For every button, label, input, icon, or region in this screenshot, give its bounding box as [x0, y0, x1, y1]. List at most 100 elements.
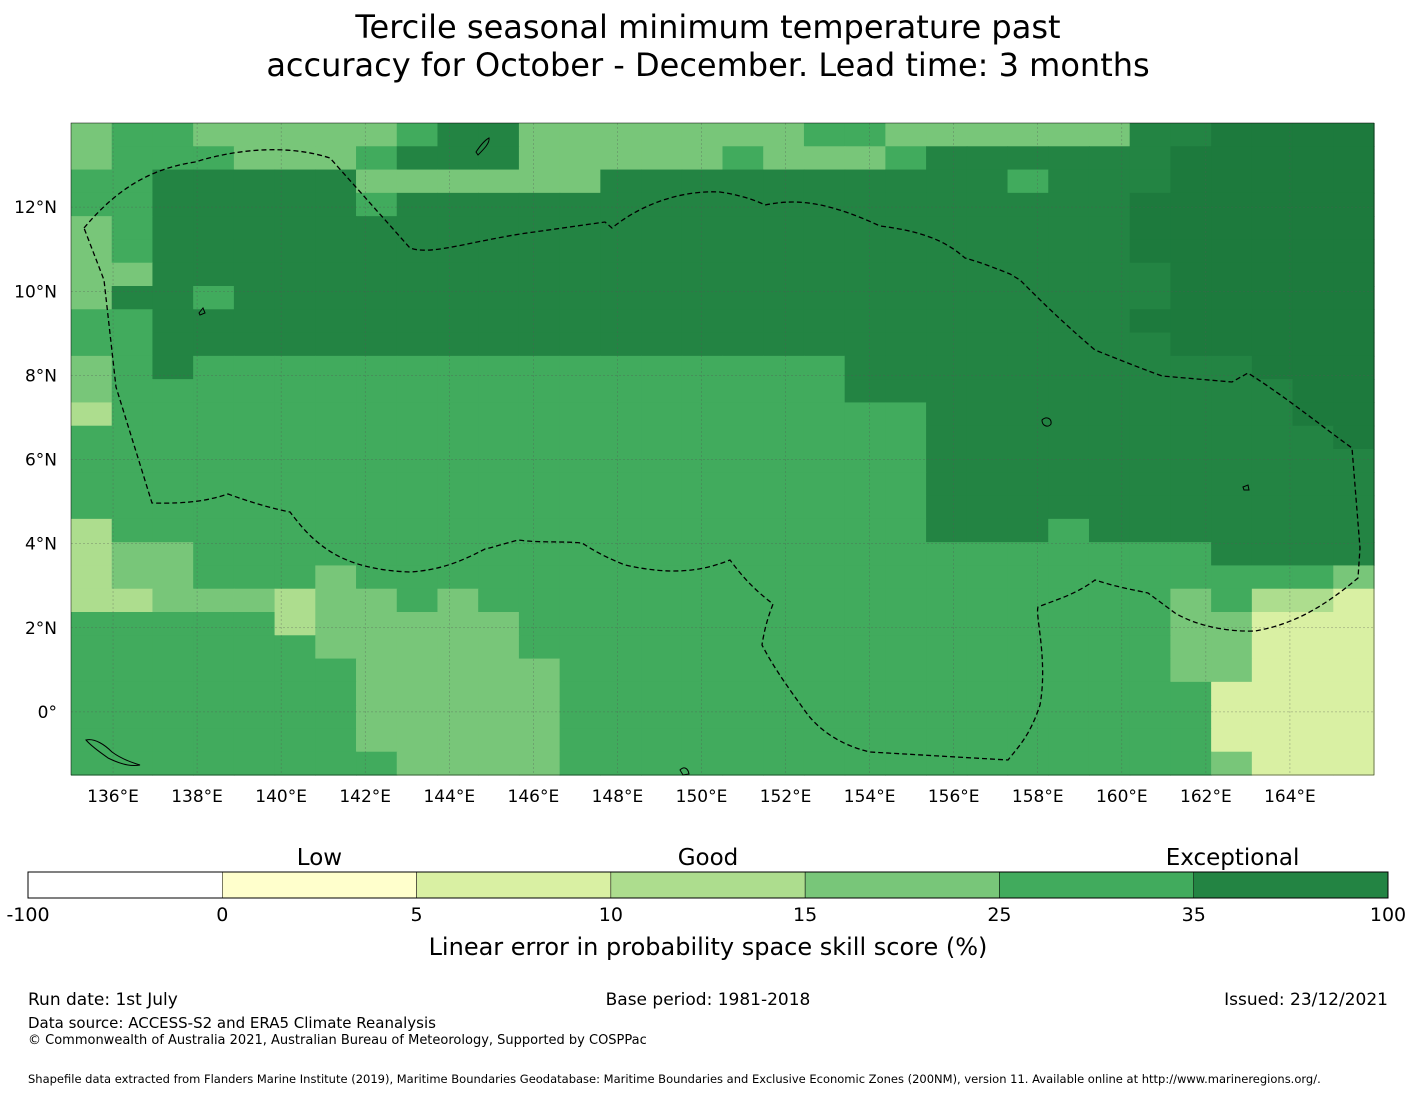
map-cell	[803, 472, 846, 497]
map-cell	[926, 216, 968, 241]
map-cell	[233, 728, 276, 753]
map-cell	[111, 705, 154, 730]
map-cell	[315, 472, 357, 497]
map-cell	[356, 542, 398, 567]
map-cell	[437, 262, 479, 287]
map-cell	[1048, 402, 1090, 427]
map-cell	[722, 518, 764, 543]
map-cell	[233, 146, 276, 171]
colorbar-tick-label: 100	[1370, 904, 1406, 926]
map-cell	[518, 216, 561, 241]
map-cell	[844, 588, 886, 613]
map-cell	[803, 379, 846, 404]
map-cell	[1251, 705, 1294, 730]
map-cell	[1129, 472, 1172, 497]
map-cell	[356, 402, 398, 427]
map-cell	[437, 449, 479, 473]
map-cell	[193, 146, 235, 171]
map-cell	[641, 262, 683, 287]
map-cell	[1048, 379, 1090, 404]
map-cell	[1088, 309, 1131, 334]
map-cell	[966, 286, 1009, 310]
latitude-tick-label: 4°N	[25, 535, 57, 555]
map-cell	[681, 472, 724, 497]
map-cell	[722, 635, 764, 660]
map-cell	[1048, 472, 1090, 497]
map-cell	[518, 309, 561, 334]
map-cell	[681, 751, 724, 776]
map-cell	[844, 379, 886, 404]
map-cell	[152, 565, 194, 590]
longitude-tick-label: 158°E	[1012, 787, 1064, 807]
map-cell	[559, 192, 601, 217]
map-cell	[763, 355, 805, 380]
map-cell	[600, 705, 642, 730]
map-cell	[437, 286, 479, 310]
map-cell	[396, 658, 439, 683]
map-cell	[926, 588, 968, 613]
map-cell	[559, 728, 601, 753]
map-cell	[1088, 216, 1131, 241]
map-cell	[763, 565, 805, 590]
map-cell	[1211, 169, 1253, 194]
map-cell	[1292, 123, 1334, 147]
map-cell	[559, 588, 601, 613]
map-cell	[844, 658, 886, 683]
map-cell	[600, 565, 642, 590]
map-cell	[844, 355, 886, 380]
map-cell	[233, 123, 276, 147]
map-cell	[356, 239, 398, 264]
map-cell	[152, 542, 194, 567]
map-cell	[600, 169, 642, 194]
map-cell	[1292, 728, 1334, 753]
map-cell	[315, 635, 357, 660]
map-cell	[1251, 286, 1294, 310]
map-cell	[559, 751, 601, 776]
map-cell	[478, 286, 520, 310]
longitude-tick-label: 144°E	[423, 787, 475, 807]
map-cell	[803, 658, 846, 683]
map-cell	[844, 635, 886, 660]
map-cell	[1129, 123, 1172, 147]
map-cell	[111, 216, 154, 241]
map-cell	[885, 355, 927, 380]
map-cell	[1170, 402, 1212, 427]
map-cell	[71, 309, 113, 334]
map-cell	[1292, 402, 1334, 427]
map-cell	[763, 309, 805, 334]
map-cell	[111, 495, 154, 520]
map-cell	[71, 332, 113, 357]
map-cell	[844, 449, 886, 473]
map-cell	[478, 518, 520, 543]
map-cell	[1211, 612, 1253, 636]
map-cell	[1211, 728, 1253, 753]
map-cell	[233, 286, 276, 310]
map-cell	[1129, 192, 1172, 217]
map-cell	[763, 681, 805, 706]
map-cell	[315, 612, 357, 636]
map-cell	[1170, 286, 1212, 310]
map-cell	[844, 262, 886, 287]
map-cell	[1088, 239, 1131, 264]
chuuk-outline	[1041, 417, 1052, 427]
map-cell	[926, 379, 968, 404]
map-cell	[1170, 751, 1212, 776]
map-cell	[722, 402, 764, 427]
map-cell	[1292, 192, 1334, 217]
map-cell	[193, 588, 235, 613]
map-cell	[1251, 262, 1294, 287]
map-cell	[478, 332, 520, 357]
map-cell	[1048, 123, 1090, 147]
map-cell	[1333, 355, 1375, 380]
map-cell	[1333, 565, 1375, 590]
longitude-tick-label: 140°E	[255, 787, 307, 807]
map-cell	[518, 379, 561, 404]
map-cell	[966, 518, 1009, 543]
map-cell	[1211, 425, 1253, 450]
map-cell	[1007, 565, 1049, 590]
map-cell	[478, 425, 520, 450]
map-cell	[681, 216, 724, 241]
map-cell	[152, 751, 194, 776]
map-cell	[1170, 705, 1212, 730]
map-cell	[763, 728, 805, 753]
